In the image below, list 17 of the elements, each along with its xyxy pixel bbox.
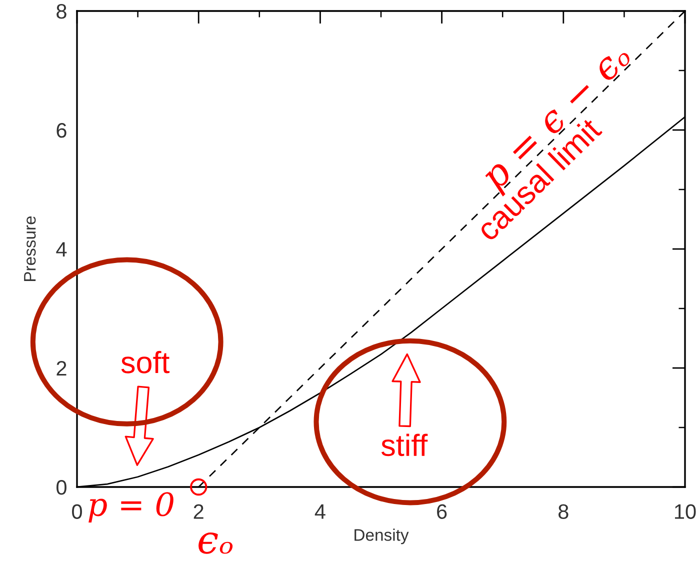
text: p = 0 (88, 492, 174, 522)
x-tick-label: 8 (558, 504, 568, 519)
annotation: stiff (381, 434, 428, 456)
x-tick-label: 10 (675, 504, 696, 519)
x-tick-label: 4 (314, 504, 326, 519)
x-axis-title: Density (354, 528, 409, 544)
y-axis-title: Pressure (24, 216, 36, 281)
x-tick-label: 0 (72, 504, 82, 519)
y-tick-label: 2 (56, 361, 66, 376)
annotation: ϵₒ (198, 532, 233, 554)
y-tick-label: 8 (56, 4, 66, 19)
y-tick-label: 4 (56, 242, 67, 257)
annotation: soft (121, 350, 170, 374)
x-tick-label: 6 (437, 504, 447, 519)
y-tick-label: 0 (56, 480, 66, 495)
y-tick-label: 6 (56, 123, 66, 138)
x-tick-label: 2 (194, 504, 204, 519)
